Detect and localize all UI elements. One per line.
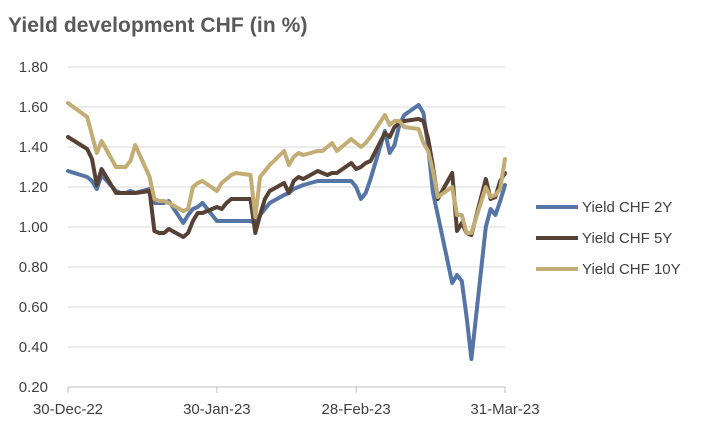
y-tick-label: 0.40: [19, 339, 48, 356]
y-tick-label: 1.40: [19, 139, 48, 156]
y-tick-label: 1.60: [19, 99, 48, 116]
legend: Yield CHF 2Y Yield CHF 5Y Yield CHF 10Y: [536, 199, 681, 278]
series-line-yield-chf-2y: [66, 103, 507, 361]
legend-label-yield-chf-2y: Yield CHF 2Y: [582, 199, 672, 216]
y-tick-label: 0.80: [19, 259, 48, 276]
y-tick-label: 1.20: [19, 179, 48, 196]
y-tick-label: 1.00: [19, 219, 48, 236]
x-tick-label: 30-Dec-22: [33, 401, 103, 418]
series-line-yield-chf-10y: [66, 101, 507, 235]
axes: 0.20 0.40 0.60 0.80 1.00 1.20 1.40 1.60 1.80 30-D…: [19, 59, 540, 418]
series-lines: [66, 101, 507, 361]
y-tick-label: 1.80: [19, 59, 48, 76]
legend-label-yield-chf-10y: Yield CHF 10Y: [582, 261, 681, 278]
y-tick-label: 0.60: [19, 299, 48, 316]
legend-label-yield-chf-5y: Yield CHF 5Y: [582, 230, 672, 247]
y-tick-label: 0.20: [19, 379, 48, 396]
gridlines: [68, 66, 505, 348]
x-tick-label: 31-Mar-23: [470, 401, 539, 418]
chart-title: Yield development CHF (in %): [8, 14, 308, 37]
x-tick-label: 30-Jan-23: [183, 401, 251, 418]
x-tick-label: 28-Feb-23: [322, 401, 391, 418]
